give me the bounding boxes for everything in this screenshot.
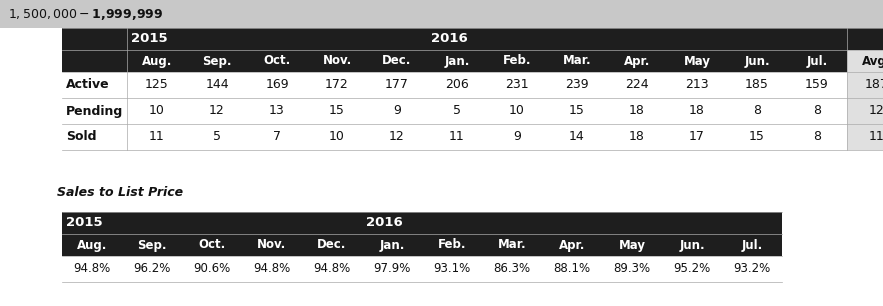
- Text: 10: 10: [149, 105, 165, 118]
- Bar: [62, 212, 782, 234]
- Text: Pending: Pending: [66, 105, 124, 118]
- Text: May: May: [618, 238, 645, 252]
- Text: Jan.: Jan.: [380, 238, 404, 252]
- Text: Feb.: Feb.: [502, 54, 532, 68]
- Text: Apr.: Apr.: [559, 238, 585, 252]
- Text: Feb.: Feb.: [438, 238, 466, 252]
- Text: 8: 8: [813, 105, 821, 118]
- Text: Mar.: Mar.: [498, 238, 526, 252]
- Text: 213: 213: [685, 79, 709, 91]
- Bar: [0, 0, 883, 28]
- Bar: [62, 50, 883, 72]
- Text: 96.2%: 96.2%: [133, 263, 170, 275]
- Text: $1,500,000 - $1,999,999: $1,500,000 - $1,999,999: [8, 6, 163, 21]
- Text: 15: 15: [749, 130, 765, 144]
- Text: 12: 12: [209, 105, 225, 118]
- Text: 15: 15: [329, 105, 345, 118]
- Text: 8: 8: [753, 105, 761, 118]
- Text: Dec.: Dec.: [382, 54, 411, 68]
- Text: Jul.: Jul.: [806, 54, 827, 68]
- Bar: [847, 98, 883, 124]
- Text: 8: 8: [813, 130, 821, 144]
- Text: 177: 177: [385, 79, 409, 91]
- Text: 97.9%: 97.9%: [374, 263, 411, 275]
- Text: 95.2%: 95.2%: [674, 263, 711, 275]
- Text: 12: 12: [389, 130, 405, 144]
- Text: Jun.: Jun.: [744, 54, 770, 68]
- Text: 86.3%: 86.3%: [494, 263, 531, 275]
- Text: 93.2%: 93.2%: [734, 263, 771, 275]
- Bar: [62, 256, 782, 282]
- Bar: [847, 50, 883, 72]
- Text: Sold: Sold: [66, 130, 96, 144]
- Text: Jul.: Jul.: [742, 238, 763, 252]
- Bar: [62, 28, 883, 50]
- Text: 93.1%: 93.1%: [434, 263, 471, 275]
- Text: Oct.: Oct.: [263, 54, 291, 68]
- Text: 94.8%: 94.8%: [73, 263, 110, 275]
- Text: 18: 18: [629, 130, 645, 144]
- Text: Nov.: Nov.: [322, 54, 351, 68]
- Text: Jun.: Jun.: [679, 238, 705, 252]
- Text: Jan.: Jan.: [444, 54, 470, 68]
- Text: May: May: [683, 54, 711, 68]
- Text: Mar.: Mar.: [562, 54, 592, 68]
- Text: 125: 125: [145, 79, 169, 91]
- Text: Nov.: Nov.: [257, 238, 287, 252]
- Text: 2016: 2016: [366, 217, 403, 230]
- Text: 224: 224: [625, 79, 649, 91]
- Text: 18: 18: [629, 105, 645, 118]
- Text: 2015: 2015: [131, 32, 168, 46]
- Bar: [62, 124, 883, 150]
- Text: 9: 9: [513, 130, 521, 144]
- Text: Sales to List Price: Sales to List Price: [57, 185, 183, 199]
- Text: 90.6%: 90.6%: [193, 263, 230, 275]
- Text: 5: 5: [453, 105, 461, 118]
- Text: 7: 7: [273, 130, 281, 144]
- Text: 14: 14: [570, 130, 585, 144]
- Text: 239: 239: [565, 79, 589, 91]
- Bar: [847, 72, 883, 98]
- Bar: [847, 124, 883, 150]
- Bar: [62, 72, 883, 98]
- Text: 231: 231: [505, 79, 529, 91]
- Text: 9: 9: [393, 105, 401, 118]
- Bar: [62, 234, 782, 256]
- Text: 13: 13: [269, 105, 285, 118]
- Text: 17: 17: [689, 130, 705, 144]
- Text: 10: 10: [509, 105, 525, 118]
- Text: Sep.: Sep.: [202, 54, 231, 68]
- Text: Apr.: Apr.: [623, 54, 650, 68]
- Text: 172: 172: [325, 79, 349, 91]
- Text: 187: 187: [865, 79, 883, 91]
- Text: Avg.: Avg.: [863, 54, 883, 68]
- Text: 2015: 2015: [66, 217, 102, 230]
- Text: Aug.: Aug.: [77, 238, 107, 252]
- Text: 12: 12: [869, 105, 883, 118]
- Text: 11: 11: [869, 130, 883, 144]
- Text: Sep.: Sep.: [137, 238, 167, 252]
- Text: 159: 159: [805, 79, 829, 91]
- Text: 185: 185: [745, 79, 769, 91]
- Text: Aug.: Aug.: [142, 54, 172, 68]
- Text: 5: 5: [213, 130, 221, 144]
- Text: 11: 11: [149, 130, 165, 144]
- Text: 89.3%: 89.3%: [614, 263, 651, 275]
- Text: Dec.: Dec.: [317, 238, 347, 252]
- Text: 15: 15: [569, 105, 585, 118]
- Text: 206: 206: [445, 79, 469, 91]
- Text: 88.1%: 88.1%: [554, 263, 591, 275]
- Text: 169: 169: [265, 79, 289, 91]
- Text: 18: 18: [689, 105, 705, 118]
- Text: 94.8%: 94.8%: [253, 263, 291, 275]
- Text: Active: Active: [66, 79, 109, 91]
- Bar: [62, 98, 883, 124]
- Text: 144: 144: [205, 79, 229, 91]
- Text: 2016: 2016: [431, 32, 468, 46]
- Text: 10: 10: [329, 130, 345, 144]
- Text: 94.8%: 94.8%: [313, 263, 351, 275]
- Text: 11: 11: [449, 130, 464, 144]
- Text: Oct.: Oct.: [199, 238, 226, 252]
